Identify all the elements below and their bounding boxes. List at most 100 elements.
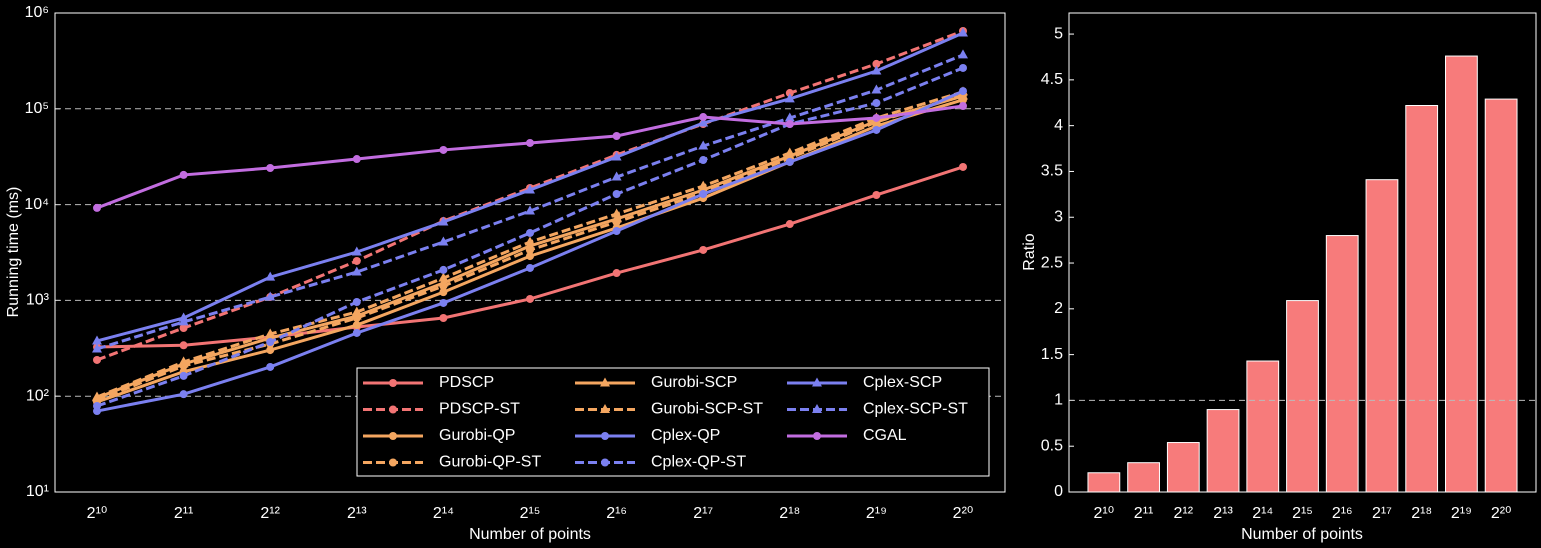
marker — [698, 180, 709, 190]
marker — [352, 328, 361, 337]
x-tick-label: 2¹⁹ — [866, 505, 887, 522]
y-tick-label: 4 — [1054, 117, 1063, 134]
y-tick-label: 0 — [1054, 483, 1063, 500]
marker — [612, 269, 621, 278]
marker — [699, 156, 708, 165]
y-tick-label: 1 — [1054, 392, 1063, 409]
marker — [784, 147, 795, 157]
x-tick-label: 2²⁰ — [1491, 505, 1512, 522]
y-tick-label: 0.5 — [1041, 437, 1063, 454]
legend-label: Gurobi-QP-ST — [439, 454, 541, 471]
marker — [351, 266, 362, 276]
marker — [352, 256, 361, 265]
legend-marker — [601, 432, 609, 440]
legend-marker — [389, 405, 397, 414]
y-tick-label: 10⁶ — [25, 4, 49, 21]
legend-label: Gurobi-SCP-ST — [651, 401, 763, 418]
marker — [785, 119, 794, 128]
y-tick-label: 3 — [1054, 208, 1063, 225]
y-tick-label: 10² — [26, 387, 50, 404]
x-tick-label: 2¹¹ — [1134, 505, 1154, 522]
bar — [1484, 98, 1518, 493]
bar — [1166, 442, 1200, 493]
plot-frame — [54, 12, 1006, 493]
marker — [265, 291, 276, 301]
x-tick-label: 2¹² — [260, 505, 280, 522]
marker — [525, 236, 535, 246]
marker — [92, 335, 102, 345]
x-tick-label: 2¹⁵ — [1292, 505, 1313, 522]
marker — [178, 356, 189, 366]
x-tick-label: 2¹⁶ — [1332, 505, 1353, 522]
marker — [872, 98, 881, 107]
marker — [351, 246, 362, 256]
marker — [872, 113, 881, 122]
marker — [179, 324, 188, 333]
y-axis-label: Running time (ms) — [5, 187, 22, 318]
marker — [526, 138, 534, 147]
y-axis-label: Ratio — [1021, 233, 1038, 270]
marker — [439, 288, 448, 297]
marker — [92, 343, 102, 353]
bar — [1325, 235, 1359, 493]
marker — [525, 205, 535, 215]
marker — [958, 49, 968, 59]
x-tick-label: 2¹² — [1174, 505, 1194, 522]
marker — [179, 390, 188, 399]
marker — [352, 298, 361, 307]
marker — [438, 277, 449, 287]
legend-marker — [389, 458, 397, 467]
marker — [611, 208, 622, 218]
marker — [525, 184, 535, 194]
marker — [959, 63, 967, 72]
x-tick-label: 2¹¹ — [174, 505, 194, 522]
legend-marker — [601, 458, 609, 467]
x-tick-label: 2¹⁴ — [433, 505, 454, 522]
marker — [959, 87, 967, 96]
marker — [438, 216, 449, 226]
marker — [438, 272, 449, 282]
y-tick-label: 10⁴ — [24, 196, 49, 213]
y-tick-label: 2 — [1054, 300, 1063, 317]
series-line — [96, 29, 964, 362]
marker — [699, 113, 708, 122]
bar — [1365, 179, 1399, 493]
marker — [179, 170, 188, 179]
bar — [1286, 300, 1319, 493]
x-tick-label: 2¹⁰ — [1094, 505, 1115, 522]
marker — [699, 245, 708, 254]
legend-label: Cplex-QP-ST — [651, 454, 746, 471]
x-tick-label: 2¹³ — [1213, 505, 1233, 522]
x-tick-label: 2¹⁷ — [693, 505, 713, 522]
marker — [93, 355, 101, 364]
legend-label: Gurobi-SCP — [651, 374, 737, 391]
marker — [265, 271, 276, 281]
legend-marker — [600, 377, 610, 387]
legend-box — [356, 367, 990, 477]
x-tick-label: 2¹⁴ — [1252, 505, 1273, 522]
marker — [785, 220, 794, 229]
marker — [872, 190, 881, 199]
marker — [265, 328, 276, 338]
marker — [958, 27, 968, 37]
marker — [93, 203, 101, 212]
plot-frame — [1068, 12, 1537, 493]
x-tick-label: 2¹⁰ — [87, 505, 108, 522]
marker — [438, 236, 449, 246]
legend-marker — [389, 379, 397, 387]
x-tick-label: 2¹⁶ — [606, 505, 627, 522]
x-axis-label: Number of points — [469, 526, 591, 543]
x-tick-label: 2¹³ — [347, 505, 367, 522]
marker — [611, 171, 622, 181]
x-tick-label: 2¹⁵ — [520, 505, 541, 522]
marker — [612, 227, 621, 236]
marker — [266, 337, 275, 346]
legend-marker — [600, 404, 610, 413]
bar — [1405, 105, 1439, 493]
marker — [439, 265, 448, 274]
legend-marker — [812, 404, 822, 413]
x-tick-label: 2¹⁹ — [1451, 505, 1472, 522]
marker — [266, 164, 275, 173]
y-tick-label: 10⁵ — [25, 100, 49, 117]
y-tick-label: 3.5 — [1041, 163, 1063, 180]
